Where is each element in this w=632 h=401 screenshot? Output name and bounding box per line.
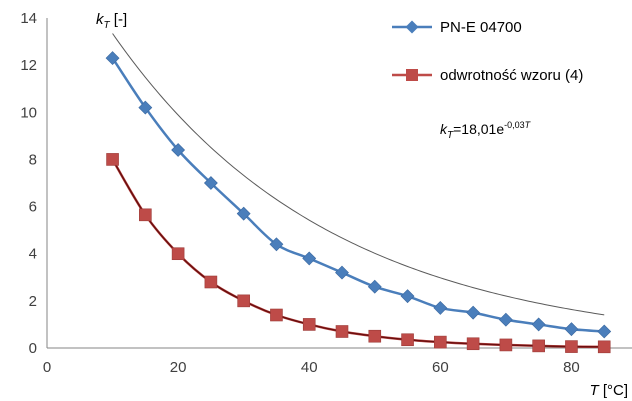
data-point-square xyxy=(303,318,315,330)
data-point-square xyxy=(238,295,250,307)
x-tick-label: 0 xyxy=(43,359,51,376)
data-point-square xyxy=(500,339,512,351)
legend: PN-E 04700 odwrotność wzoru (4) xyxy=(392,19,583,84)
legend-entry-odwrotnosc: odwrotność wzoru (4) xyxy=(392,67,583,84)
data-point-diamond xyxy=(532,318,545,331)
y-tick-label: 10 xyxy=(20,104,37,121)
data-point-square xyxy=(369,330,381,342)
data-point-diamond xyxy=(565,323,578,336)
data-point-diamond xyxy=(467,306,480,319)
legend-marker-square xyxy=(406,69,418,81)
data-point-square xyxy=(402,334,414,346)
data-point-diamond xyxy=(434,301,447,314)
data-point-diamond xyxy=(598,325,611,338)
y-tick-labels: 0 2 4 6 8 10 12 14 xyxy=(20,10,37,357)
data-point-square xyxy=(598,341,610,353)
data-point-square xyxy=(336,326,348,338)
data-point-square xyxy=(533,340,545,352)
y-tick-label: 6 xyxy=(29,199,37,216)
data-point-diamond xyxy=(303,252,316,265)
series-line-0 xyxy=(113,58,605,331)
x-tick-label: 40 xyxy=(301,359,318,376)
data-point-square xyxy=(565,341,577,353)
markers xyxy=(106,52,611,353)
data-point-square xyxy=(107,153,119,165)
data-point-square xyxy=(434,336,446,348)
x-tick-label: 60 xyxy=(432,359,449,376)
legend-label-pn-e-04700: PN-E 04700 xyxy=(440,19,522,36)
y-tick-label: 4 xyxy=(29,246,37,263)
legend-label-odwrotnosc: odwrotność wzoru (4) xyxy=(440,67,583,84)
trendline-equation: kT=18,01e-0,03T xyxy=(440,120,532,141)
series-line-1 xyxy=(113,159,605,346)
data-point-diamond xyxy=(401,290,414,303)
x-axis-label: T [°C] xyxy=(589,382,628,399)
fit-curve xyxy=(113,159,605,346)
x-tick-labels: 0 20 40 60 80 xyxy=(43,359,580,376)
data-point-square xyxy=(139,209,151,221)
y-tick-label: 2 xyxy=(29,293,37,310)
y-tick-label: 12 xyxy=(20,57,37,74)
data-point-square xyxy=(467,338,479,350)
data-point-square xyxy=(270,309,282,321)
y-tick-label: 8 xyxy=(29,151,37,168)
y-axis-label: kT [-] xyxy=(96,11,127,31)
y-tick-label: 0 xyxy=(29,340,37,357)
data-point-square xyxy=(172,248,184,260)
data-point-diamond xyxy=(106,52,119,65)
data-point-diamond xyxy=(368,280,381,293)
y-tick-label: 14 xyxy=(20,10,37,27)
legend-entry-pn-e-04700: PN-E 04700 xyxy=(392,19,522,36)
data-point-square xyxy=(205,276,217,288)
x-tick-label: 80 xyxy=(563,359,580,376)
data-point-diamond xyxy=(499,313,512,326)
x-tick-label: 20 xyxy=(170,359,187,376)
data-point-diamond xyxy=(336,266,349,279)
legend-marker-diamond xyxy=(406,21,419,34)
